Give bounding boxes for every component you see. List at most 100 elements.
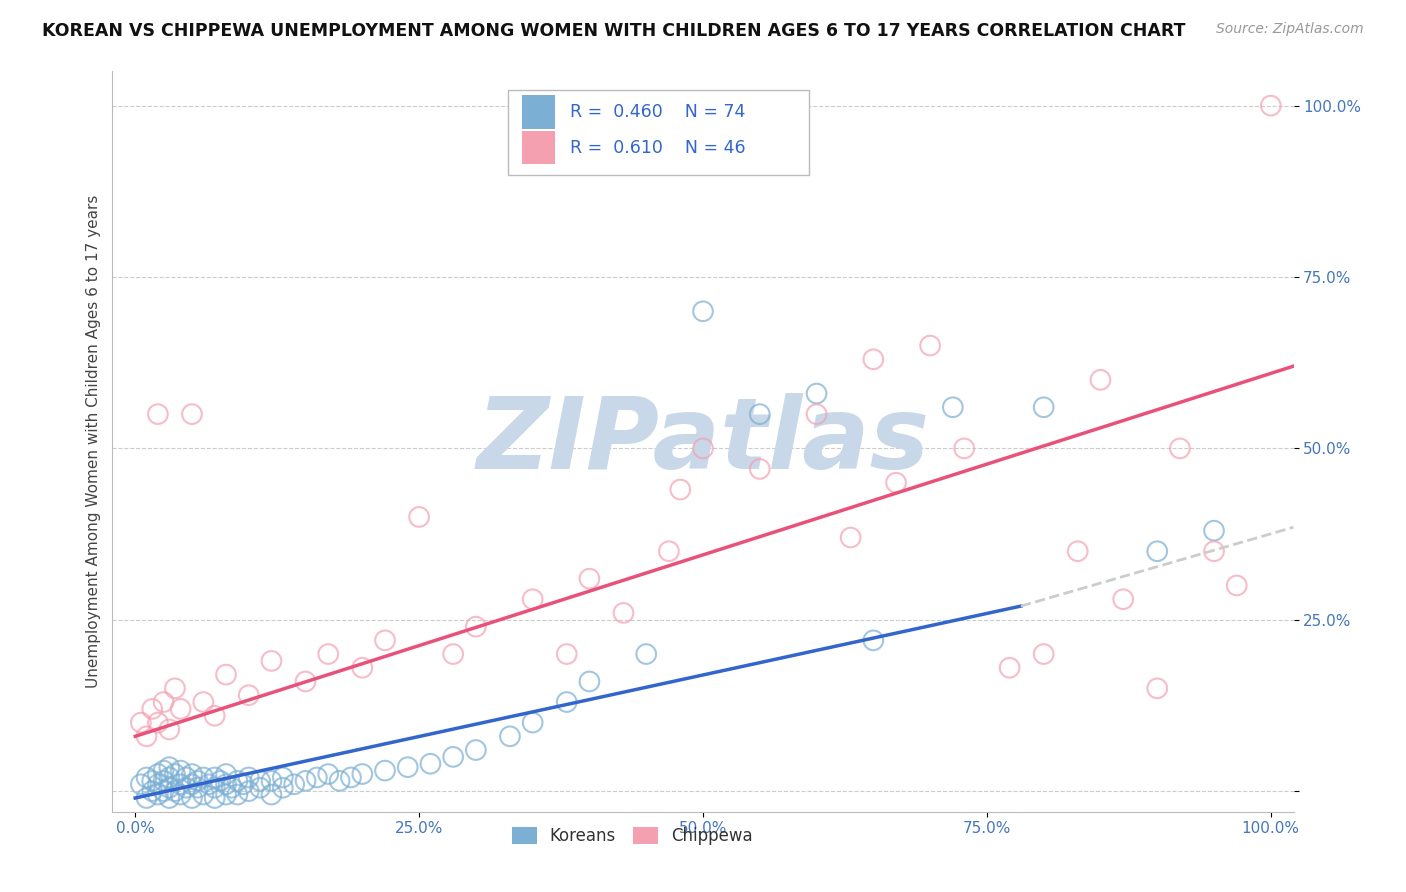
Point (135, 791, 157, 805)
Point (187, 773, 209, 788)
Point (294, 773, 316, 788)
Point (305, 771, 328, 785)
Point (374, 764, 396, 778)
Point (578, 674, 600, 689)
Point (396, 760, 419, 774)
Point (204, 771, 226, 785)
Point (555, 647, 578, 661)
Point (141, 784, 163, 798)
Point (226, 773, 249, 788)
Point (163, 767, 186, 781)
Point (352, 661, 374, 675)
Point (169, 777, 191, 791)
Point (215, 788, 238, 802)
Point (169, 702, 191, 716)
Point (249, 773, 271, 788)
Y-axis label: Unemployment Among Women with Children Ages 6 to 17 years: Unemployment Among Women with Children A… (86, 194, 101, 689)
Point (806, 407, 828, 421)
Point (1168, 442, 1191, 456)
Point (499, 729, 522, 743)
Point (692, 442, 714, 456)
Point (283, 777, 305, 791)
Point (578, 572, 600, 586)
Point (169, 788, 191, 802)
Point (238, 771, 260, 785)
Point (658, 544, 681, 558)
Point (181, 777, 204, 791)
Point (181, 767, 204, 781)
Point (169, 764, 191, 778)
Point (141, 702, 163, 716)
Point (920, 338, 942, 352)
Point (839, 531, 862, 545)
Point (215, 777, 238, 791)
Point (204, 791, 226, 805)
Point (215, 767, 238, 781)
Point (408, 510, 430, 524)
Point (260, 654, 283, 668)
Point (226, 788, 249, 802)
Point (238, 688, 260, 702)
Point (998, 661, 1021, 675)
Point (141, 773, 163, 788)
Point (352, 767, 374, 781)
Point (441, 647, 464, 661)
Point (221, 780, 243, 795)
Point (271, 780, 294, 795)
Point (260, 788, 283, 802)
Point (193, 695, 215, 709)
Text: KOREAN VS CHIPPEWA UNEMPLOYMENT AMONG WOMEN WITH CHILDREN AGES 6 TO 17 YEARS COR: KOREAN VS CHIPPEWA UNEMPLOYMENT AMONG WO… (42, 22, 1185, 40)
Point (316, 647, 339, 661)
Point (238, 784, 260, 798)
Point (884, 475, 907, 490)
Point (193, 771, 215, 785)
Point (862, 633, 884, 648)
Point (441, 750, 464, 764)
Point (669, 483, 692, 497)
Point (152, 764, 174, 778)
Point (942, 401, 965, 415)
Point (1090, 373, 1112, 387)
Legend: Koreans, Chippewa: Koreans, Chippewa (505, 820, 759, 852)
Point (232, 777, 254, 791)
Point (157, 760, 180, 774)
Point (294, 674, 316, 689)
Point (146, 788, 169, 802)
Point (135, 771, 157, 785)
Point (198, 777, 221, 791)
Point (1226, 578, 1249, 592)
Point (193, 788, 215, 802)
Point (419, 756, 441, 771)
Point (174, 780, 197, 795)
Point (129, 777, 152, 791)
Point (1146, 681, 1168, 696)
Point (157, 791, 180, 805)
Point (1032, 647, 1054, 661)
Text: Source: ZipAtlas.com: Source: ZipAtlas.com (1216, 22, 1364, 37)
Point (157, 780, 180, 795)
Point (181, 407, 204, 421)
Point (612, 606, 634, 620)
Point (204, 708, 226, 723)
Point (1202, 524, 1225, 538)
Point (1032, 401, 1054, 415)
Point (204, 780, 226, 795)
Point (1260, 98, 1282, 112)
FancyBboxPatch shape (522, 131, 555, 164)
Point (464, 620, 486, 634)
Point (209, 773, 232, 788)
Point (146, 777, 169, 791)
Point (374, 633, 396, 648)
Point (181, 791, 204, 805)
Point (249, 780, 271, 795)
Point (329, 773, 352, 788)
Point (692, 304, 714, 318)
Point (152, 695, 174, 709)
Point (636, 647, 658, 661)
Point (157, 771, 180, 785)
Point (215, 667, 238, 681)
Point (522, 592, 544, 607)
Point (862, 352, 884, 367)
Point (953, 442, 976, 456)
Point (1146, 544, 1168, 558)
